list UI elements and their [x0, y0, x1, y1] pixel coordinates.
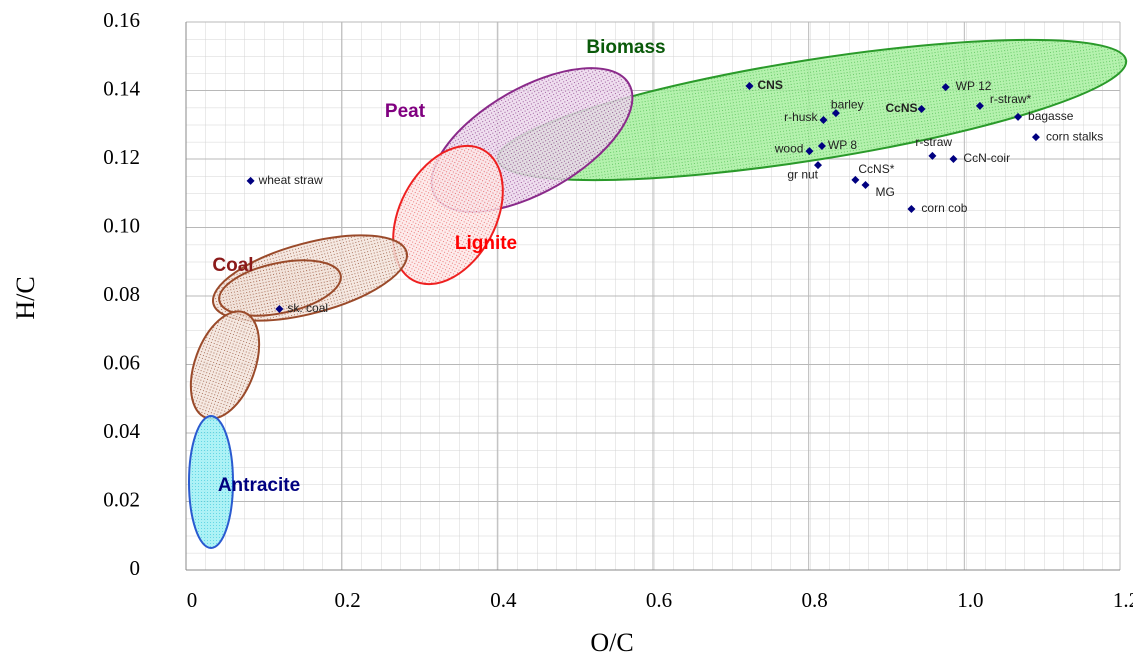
- y-tick-label: 0.06: [103, 350, 140, 374]
- y-tick-label: 0.12: [103, 145, 140, 169]
- x-tick-label: 0.8: [802, 588, 828, 612]
- point-label: CNS: [758, 78, 783, 92]
- y-tick-label: 0.10: [103, 213, 140, 237]
- point-label: MG: [875, 185, 894, 199]
- region-label: Lignite: [455, 233, 517, 254]
- data-point: [861, 181, 870, 190]
- region-ellipse: [218, 259, 342, 317]
- y-tick-label: 0.14: [103, 76, 140, 100]
- data-point: [275, 305, 284, 314]
- data-point: [907, 205, 916, 214]
- point-label: bagasse: [1028, 109, 1074, 123]
- point-label: corn cob: [921, 201, 967, 215]
- point-label: WP 12: [956, 79, 992, 93]
- data-point: [928, 151, 937, 160]
- data-point: [1014, 112, 1023, 121]
- point-label: sk. coal: [287, 301, 328, 315]
- x-tick-label: 0.6: [646, 588, 672, 612]
- data-point: [1031, 133, 1040, 142]
- y-tick-label: 0.08: [103, 282, 140, 306]
- point-label: wheat straw: [258, 173, 323, 187]
- region-ellipse: [392, 144, 504, 286]
- point-label: barley: [831, 97, 864, 111]
- x-tick-label: 0: [187, 588, 198, 612]
- point-label: r-straw*: [990, 92, 1032, 106]
- data-point: [941, 83, 950, 92]
- region-label: Antracite: [218, 475, 300, 496]
- point-label: CcN-coir: [963, 151, 1010, 165]
- point-label: corn stalks: [1046, 129, 1103, 143]
- data-point: [975, 101, 984, 110]
- data-point: [814, 161, 823, 170]
- data-point: [831, 109, 840, 118]
- y-tick-label: 0: [130, 556, 141, 580]
- point-label: CcNS: [886, 101, 918, 115]
- x-axis-title: O/C: [590, 628, 633, 657]
- region-ellipse: [188, 415, 234, 549]
- point-label: gr nut: [787, 167, 818, 181]
- point-label: wood: [774, 141, 804, 155]
- point-label: r-straw: [915, 135, 952, 149]
- x-tick-label: 0.4: [490, 588, 517, 612]
- point-label: CcNS*: [858, 162, 894, 176]
- data-point: [949, 155, 958, 163]
- point-label: r-husk: [784, 110, 818, 124]
- data-point: [917, 104, 926, 113]
- data-point: [246, 176, 255, 185]
- y-tick-label: 0.16: [103, 8, 140, 32]
- data-point: [851, 175, 860, 184]
- data-point: [805, 147, 814, 156]
- data-point: [819, 115, 828, 124]
- data-point: [817, 141, 826, 150]
- x-tick-label: 1.2: [1113, 588, 1133, 612]
- point-label: WP 8: [828, 138, 857, 152]
- x-tick-label: 1.0: [957, 588, 983, 612]
- data-point: [745, 82, 754, 91]
- region-label: Peat: [385, 101, 426, 122]
- region-label: Coal: [212, 255, 253, 276]
- x-tick-label: 0.2: [335, 588, 361, 612]
- y-tick-label: 0.02: [103, 487, 140, 511]
- region-label: Biomass: [586, 37, 665, 58]
- y-tick-label: 0.04: [103, 419, 140, 443]
- y-axis-title: H/C: [11, 276, 40, 319]
